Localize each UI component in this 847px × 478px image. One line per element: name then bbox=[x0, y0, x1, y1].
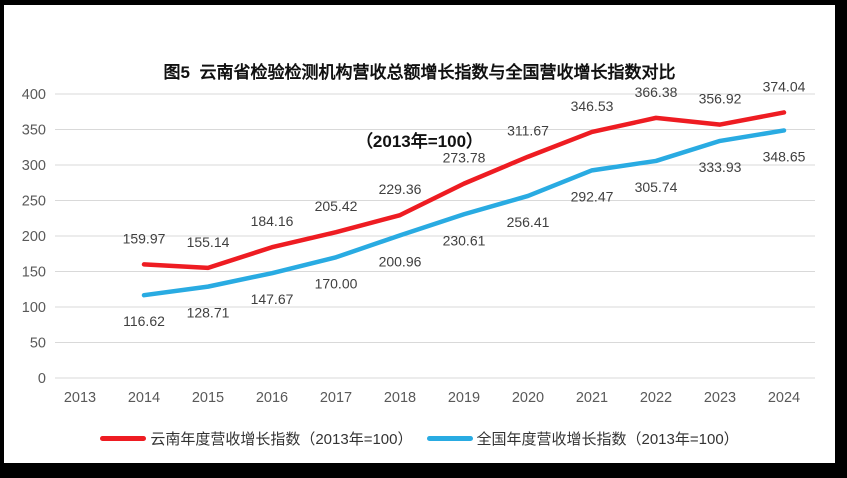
chart-canvas: 图5 云南省检验检测机构营收总额增长指数与全国营收增长指数对比 （2013年=1… bbox=[4, 5, 835, 463]
x-axis-label: 2013 bbox=[64, 390, 96, 406]
data-label: 205.42 bbox=[315, 198, 358, 214]
legend-label-yunnan: 云南年度营收增长指数（2013年=100） bbox=[150, 431, 413, 448]
data-label: 229.36 bbox=[379, 181, 422, 197]
y-axis-label: 150 bbox=[22, 265, 46, 281]
data-label: 200.96 bbox=[379, 253, 422, 269]
legend-item-national: 全国年度营收增长指数（2013年=100） bbox=[426, 428, 739, 449]
data-label: 346.53 bbox=[571, 98, 614, 114]
y-axis-label: 300 bbox=[22, 158, 46, 174]
x-axis-label: 2023 bbox=[704, 390, 736, 406]
x-axis-label: 2015 bbox=[192, 390, 224, 406]
data-label: 256.41 bbox=[507, 214, 550, 230]
y-axis-label: 0 bbox=[38, 371, 46, 387]
y-axis-label: 400 bbox=[22, 87, 46, 103]
x-axis-label: 2024 bbox=[768, 390, 800, 406]
data-label: 366.38 bbox=[635, 84, 678, 100]
x-axis-label: 2021 bbox=[576, 390, 608, 406]
data-label: 147.67 bbox=[251, 291, 294, 307]
y-axis-label: 200 bbox=[22, 229, 46, 245]
data-label: 184.16 bbox=[251, 213, 294, 229]
data-label: 116.62 bbox=[123, 313, 165, 329]
data-label: 333.93 bbox=[699, 159, 742, 175]
y-axis-label: 100 bbox=[22, 300, 46, 316]
data-label: 128.71 bbox=[187, 305, 230, 321]
legend-label-national: 全国年度营收增长指数（2013年=100） bbox=[476, 431, 739, 448]
yunnan-line-swatch bbox=[100, 436, 147, 441]
data-label: 348.65 bbox=[763, 148, 806, 164]
series-line bbox=[141, 110, 787, 271]
data-label: 311.67 bbox=[507, 123, 549, 139]
x-axis-label: 2019 bbox=[448, 390, 480, 406]
y-axis-label: 50 bbox=[30, 336, 46, 352]
chart-title: 图5 云南省检验检测机构营收总额增长指数与全国营收增长指数对比 bbox=[163, 63, 676, 82]
chart-legend: 云南年度营收增长指数（2013年=100） 全国年度营收增长指数（2013年=1… bbox=[4, 428, 835, 449]
x-axis-label: 2022 bbox=[640, 390, 672, 406]
x-axis-label: 2014 bbox=[128, 390, 160, 406]
y-axis-label: 250 bbox=[22, 194, 46, 210]
chart-svg: 0 50 100 150 200 250 300 350 400 2013 2014 2015 2016… bbox=[22, 78, 815, 406]
series-line bbox=[141, 128, 787, 298]
data-label: 273.78 bbox=[443, 150, 486, 166]
data-label: 292.47 bbox=[571, 188, 614, 204]
x-axis-label: 2018 bbox=[384, 390, 416, 406]
data-label: 155.14 bbox=[187, 234, 230, 250]
data-label: 305.74 bbox=[635, 179, 678, 195]
x-axis-label: 2020 bbox=[512, 390, 544, 406]
data-label: 159.97 bbox=[123, 230, 166, 246]
x-axis-label: 2016 bbox=[256, 390, 288, 406]
data-label: 374.04 bbox=[763, 78, 806, 94]
data-label: 170.00 bbox=[315, 275, 358, 291]
chart-title-block: 图5 云南省检验检测机构营收总额增长指数与全国营收增长指数对比 （2013年=1… bbox=[4, 15, 835, 199]
data-label: 356.92 bbox=[699, 91, 742, 107]
data-label: 230.61 bbox=[443, 232, 486, 248]
y-axis-label: 350 bbox=[22, 123, 46, 139]
x-axis-label: 2017 bbox=[320, 390, 352, 406]
chart-subtitle: （2013年=100） bbox=[355, 132, 484, 151]
legend-item-yunnan: 云南年度营收增长指数（2013年=100） bbox=[100, 428, 413, 449]
national-line-swatch bbox=[426, 436, 473, 441]
